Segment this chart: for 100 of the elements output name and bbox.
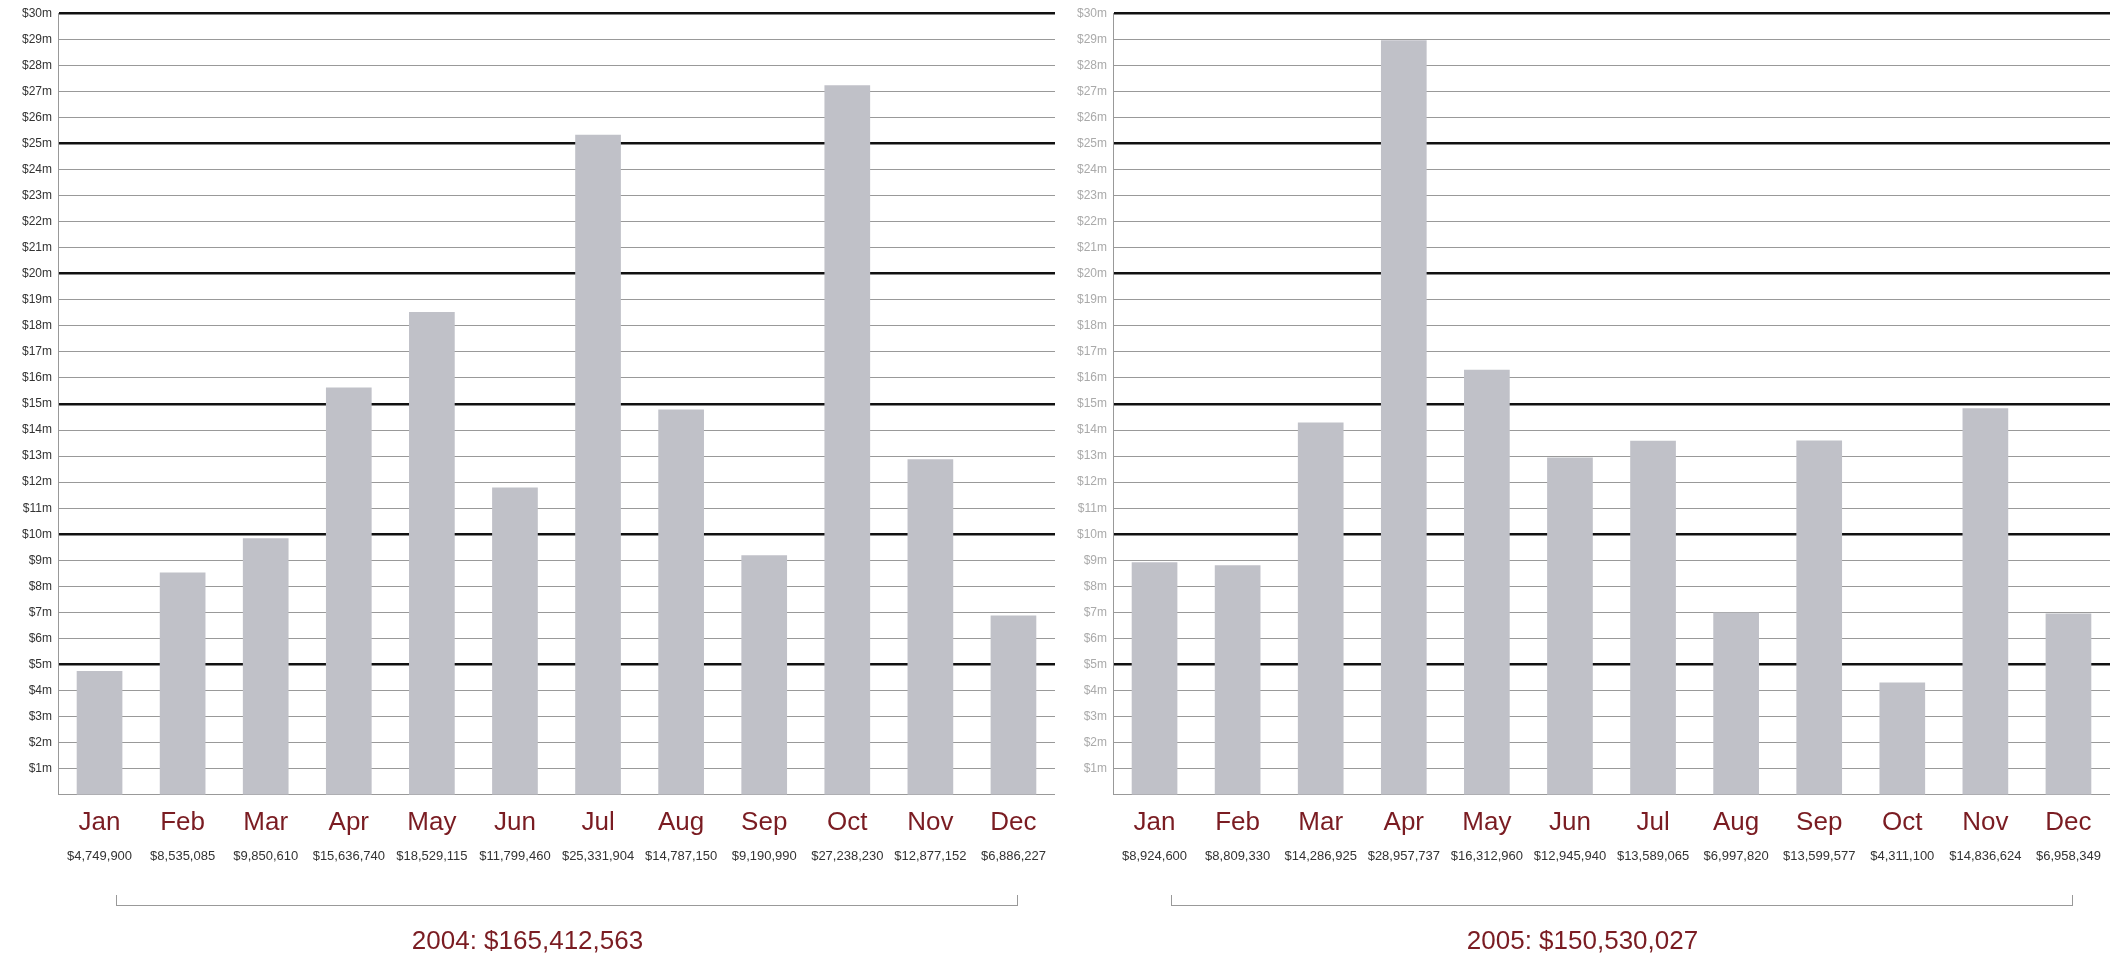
y-tick-label: $2m [1083,735,1107,750]
bar [824,85,871,795]
y-tick-label: $12m [1076,474,1107,489]
data-label: $6,958,349 [2035,848,2101,864]
y-tick-label: $9m [1083,552,1107,567]
y-tick-label: $22m [21,213,52,228]
x-tick-label: Apr [328,805,370,836]
bar [1380,40,1427,795]
x-axis-title: 2004: $165,412,563 [410,925,645,956]
data-label: $8,809,330 [1205,848,1271,864]
y-tick-label: $8m [28,578,52,593]
y-tick-label: $19m [21,292,52,307]
bar [907,459,954,795]
y-tick-label: $17m [1076,344,1107,359]
data-label: $12,945,940 [1533,848,1607,864]
x-tick-label: Mar [1298,805,1344,836]
bar [658,409,704,795]
data-label: $11,799,460 [479,848,551,864]
y-tick-label: $18m [21,318,52,333]
y-tick-label: $29m [1076,31,1107,46]
y-tick-label: $6m [28,630,52,645]
y-tick-label: $18m [1076,318,1107,333]
y-tick-label: $6m [1083,630,1107,645]
y-tick-label: $17m [21,344,52,359]
bar [575,134,621,795]
y-tick-label: $27m [1076,83,1107,98]
y-tick-label: $13m [21,448,52,463]
y-tick-label: $25m [21,135,52,150]
data-label: $8,924,600 [1122,848,1188,864]
data-label: $4,749,900 [67,848,133,864]
y-tick-label: $15m [1076,396,1107,411]
x-tick-label: Dec [2045,805,2092,836]
x-tick-label: Jan [1133,805,1176,836]
data-label: $6,886,227 [980,848,1046,864]
x-tick-label: Jun [494,805,536,836]
x-tick-label: Mar [243,805,289,836]
x-tick-label: Feb [1215,805,1261,836]
data-label: $9,190,990 [731,848,797,864]
bar [1131,562,1178,795]
x-tick-label: Apr [1383,805,1425,836]
data-label: $16,312,960 [1450,848,1524,864]
x-tick-label: May [407,805,457,836]
x-tick-label: Jan [78,805,121,836]
y-tick-label: $5m [1083,656,1107,671]
bar [990,615,1037,795]
data-label: $6,997,820 [1703,848,1769,864]
y-tick-label: $23m [1076,187,1107,202]
bar [409,312,455,795]
y-tick-label: $24m [1076,161,1107,176]
y-tick-label: $23m [21,187,52,202]
bar [1962,408,2009,795]
y-tick-label: $20m [21,266,52,281]
y-tick-label: $15m [21,396,52,411]
data-label: $8,535,085 [150,848,216,864]
x-tick-label: Jul [581,805,615,836]
y-tick-label: $3m [28,708,52,723]
bar [1796,440,1843,795]
data-label: $25,331,904 [561,848,635,864]
x-tick-label: Sep [741,805,788,836]
x-tick-label: Jun [1549,805,1591,836]
data-label: $4,311,100 [1870,848,1935,864]
x-tick-label: Nov [1962,805,2009,836]
y-tick-label: $19m [1076,292,1107,307]
bar [741,555,788,795]
y-tick-label: $1m [1083,761,1107,776]
y-tick-label: $4m [28,682,52,697]
x-axis-title: 2005: $150,530,027 [1465,925,1700,956]
data-label: $27,238,230 [811,848,884,864]
y-tick-label: $21m [21,239,52,254]
y-tick-label: $10m [1076,526,1107,541]
bar [1547,457,1593,795]
x-tick-label: Oct [1882,805,1924,836]
y-tick-label: $9m [28,552,52,567]
y-tick-label: $28m [21,57,52,72]
y-tick-label: $13m [1076,448,1107,463]
x-tick-label: Nov [907,805,954,836]
bar [159,572,206,795]
bar [242,538,289,795]
y-tick-label: $30m [21,5,52,20]
y-tick-label: $27m [21,83,52,98]
bar [76,671,123,795]
y-tick-label: $12m [21,474,52,489]
data-label: $13,589,065 [1616,848,1690,864]
x-tick-label: Aug [1712,805,1760,836]
data-label: $28,957,737 [1367,848,1440,864]
y-tick-label: $3m [1083,708,1107,723]
y-tick-label: $28m [1076,57,1107,72]
bar [1630,440,1676,795]
y-tick-label: $24m [21,161,52,176]
y-tick-label: $20m [1076,266,1107,281]
data-label: $15,636,740 [312,848,385,864]
bar [1297,422,1344,795]
bar [1879,682,1926,795]
y-tick-label: $21m [1076,239,1107,254]
y-tick-label: $16m [21,370,52,385]
y-tick-label: $22m [1076,213,1107,228]
y-tick-label: $29m [21,31,52,46]
y-tick-label: $4m [1083,682,1107,697]
y-tick-label: $1m [28,761,52,776]
x-tick-label: Aug [657,805,705,836]
